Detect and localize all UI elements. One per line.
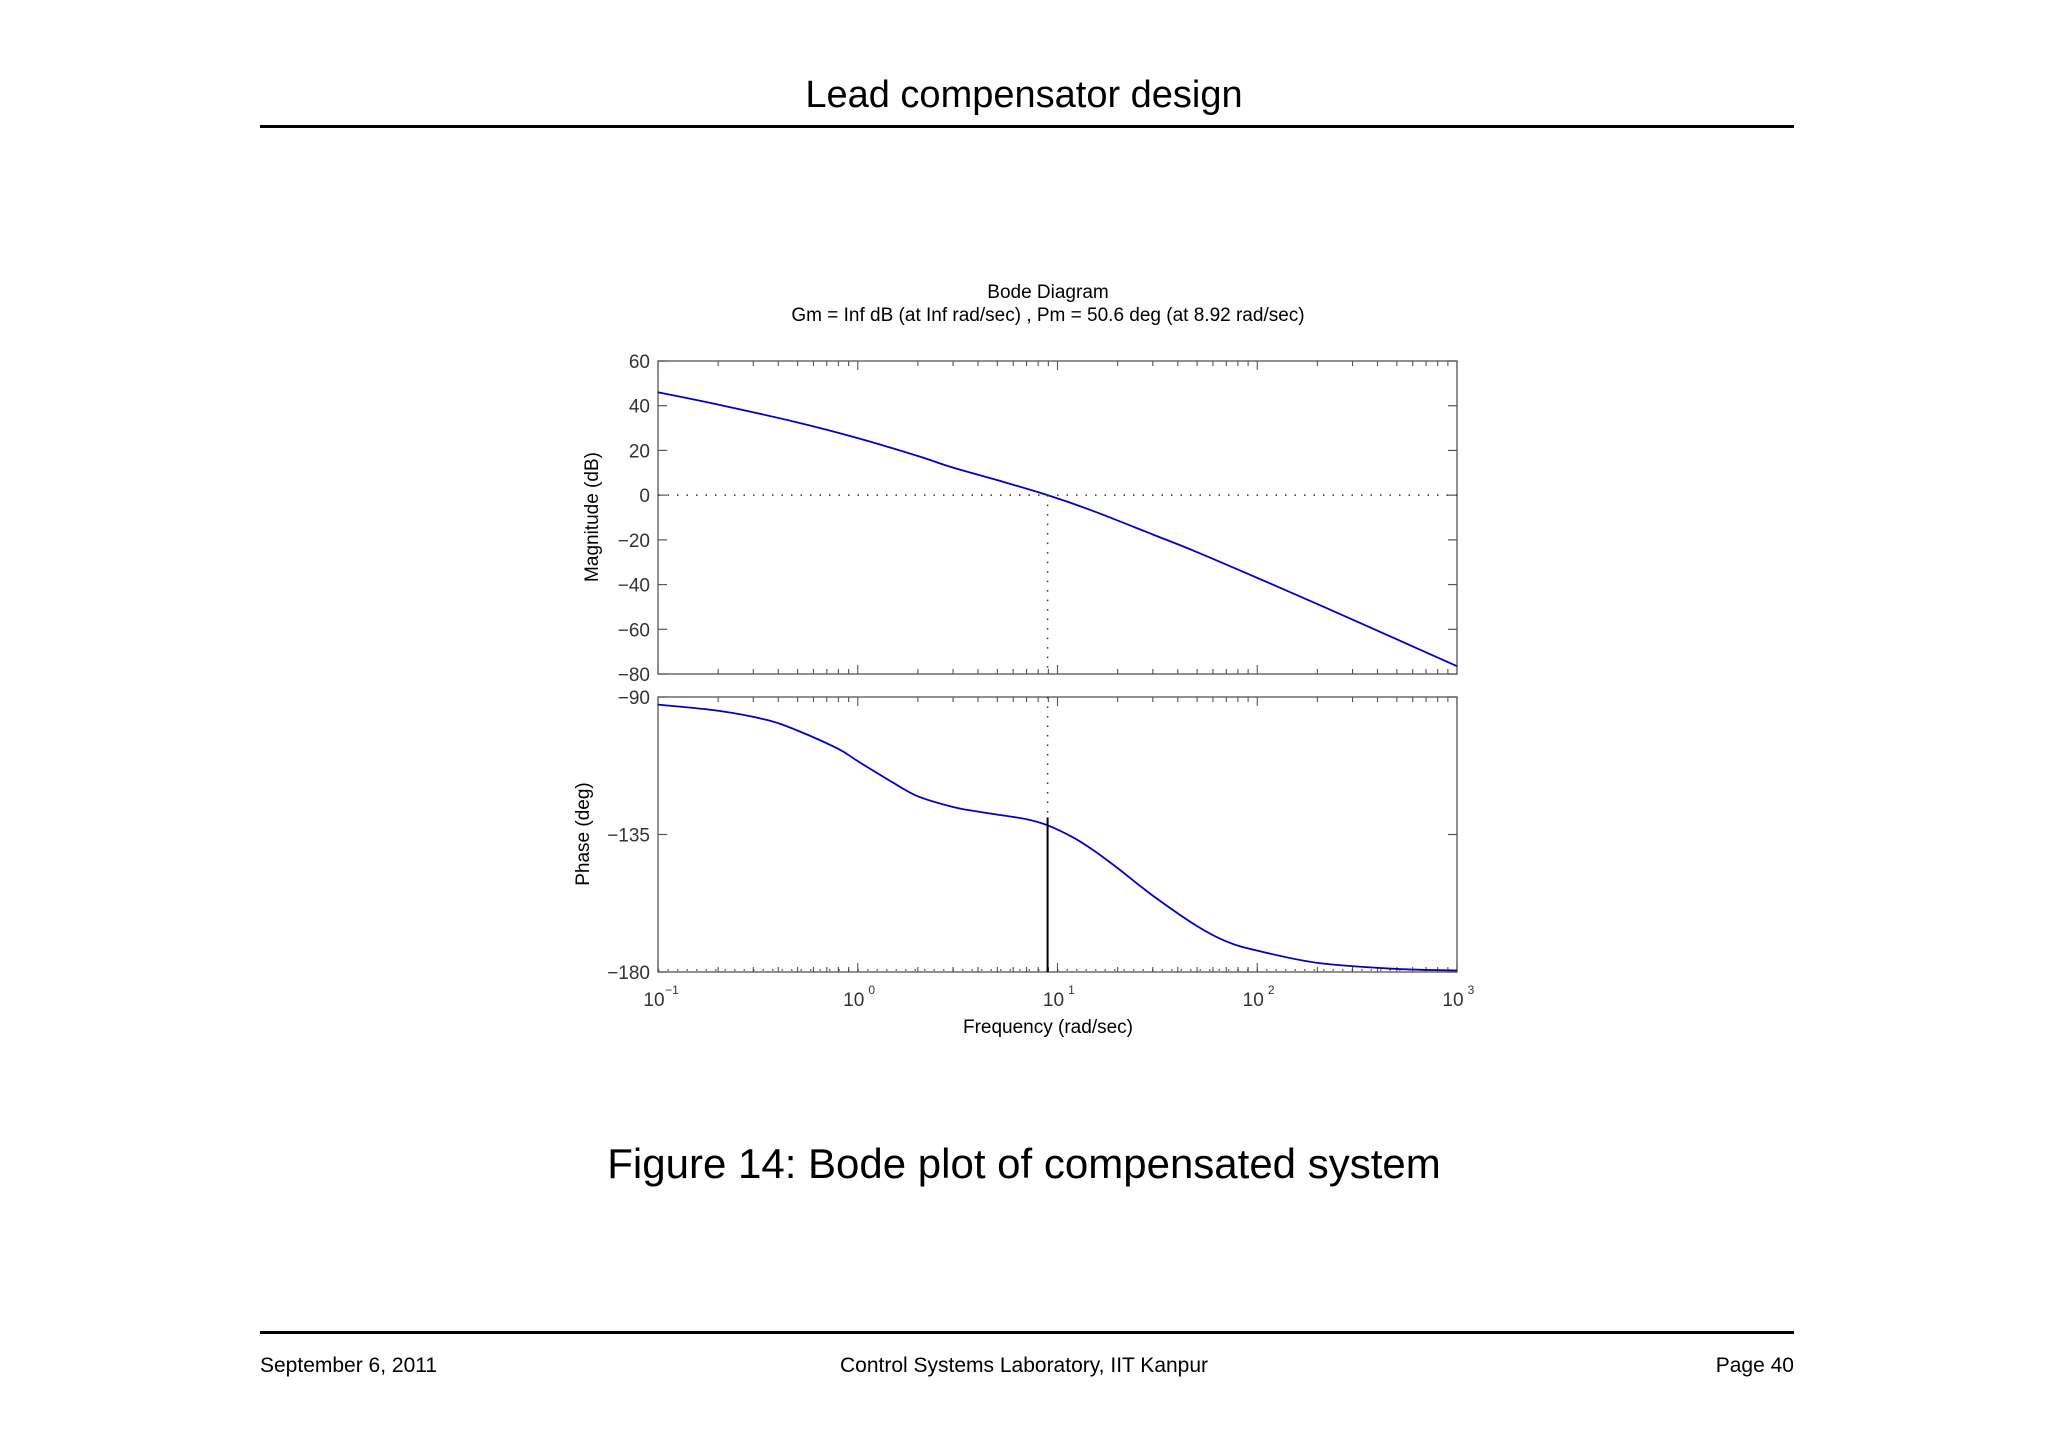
x-tick-exponent: 0	[868, 983, 875, 997]
x-tick-label: 10	[1243, 990, 1264, 1011]
x-tick-exponent: 1	[1068, 983, 1075, 997]
footer-lab: Control Systems Laboratory, IIT Kanpur	[839, 1354, 1209, 1377]
phase-ytick-label: −135	[607, 826, 650, 847]
magnitude-ytick-label: −60	[618, 620, 650, 641]
magnitude-ytick-label: −40	[618, 576, 650, 597]
magnitude-ylabel: Magnitude (dB)	[582, 452, 603, 582]
x-axis-label: Frequency (rad/sec)	[963, 1017, 1133, 1038]
x-tick-label: 10	[1043, 990, 1064, 1011]
phase-curve	[657, 703, 1458, 972]
magnitude-ytick-label: 40	[629, 397, 650, 418]
chart-subtitle: Gm = Inf dB (at Inf rad/sec) , Pm = 50.6…	[791, 305, 1304, 326]
phase-ytick-label: −180	[607, 963, 650, 984]
figure-caption: Figure 14: Bode plot of compensated syst…	[607, 1140, 1441, 1187]
magnitude-ytick-label: 0	[639, 486, 650, 507]
phase-ylabel: Phase (deg)	[573, 782, 594, 886]
x-tick-label: 10	[643, 990, 664, 1011]
chart-title: Bode Diagram	[987, 282, 1108, 303]
magnitude-curve	[657, 391, 1458, 667]
phase-ytick-label: −90	[618, 688, 650, 709]
x-tick-label: 10	[1442, 990, 1463, 1011]
magnitude-ytick-label: −80	[618, 665, 650, 686]
x-tick-exponent: 2	[1268, 983, 1275, 997]
magnitude-ytick-label: 60	[629, 352, 650, 373]
magnitude-frame	[657, 360, 1458, 675]
footer-page: Page 40	[1715, 1354, 1794, 1377]
magnitude-ytick-label: 20	[629, 441, 650, 462]
header-rule	[260, 125, 1794, 128]
footer-rule	[260, 1331, 1794, 1334]
x-tick-exponent: −1	[665, 983, 679, 997]
slide-title: Lead compensator design	[805, 74, 1243, 116]
magnitude-ytick-label: −20	[618, 531, 650, 552]
footer-date: September 6, 2011	[260, 1354, 438, 1377]
x-tick-exponent: 3	[1468, 983, 1475, 997]
magnitude-axes: 60 40 20 0 −20 −40 −60 −80	[618, 352, 1458, 686]
x-tick-label: 10	[843, 990, 864, 1011]
phase-frame	[657, 696, 1458, 973]
